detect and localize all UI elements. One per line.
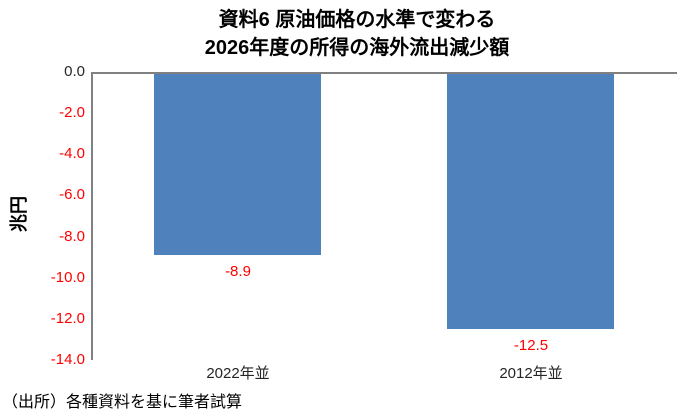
- y-axis-tick-label: -8.0: [59, 227, 85, 245]
- bar-2022年並: [154, 74, 321, 255]
- zero-gridline: [91, 72, 677, 74]
- y-axis-tick-label: -12.0: [50, 309, 85, 327]
- y-axis-tick-label: -14.0: [50, 351, 85, 368]
- chart-title-line2: 2026年度の所得の海外流出減少額: [204, 37, 510, 59]
- source-note: （出所）各種資料を基に筆者試算: [2, 394, 243, 411]
- y-axis-tick-label: -10.0: [50, 268, 85, 286]
- bar-2012年並: [447, 74, 614, 329]
- y-axis-tick-label: 0.0: [64, 63, 85, 80]
- chart-title-line1: 資料6 原油価格の水準で変わる: [218, 9, 496, 31]
- y-axis-line: [91, 72, 93, 360]
- bar-data-label: -8.9: [225, 263, 251, 280]
- bar-data-label: -12.5: [513, 337, 549, 354]
- x-axis-category-label: 2022年並: [206, 365, 270, 382]
- chart-title: 資料6 原油価格の水準で変わる 2026年度の所得の海外流出減少額: [34, 6, 680, 62]
- y-axis-tick-label: -4.0: [59, 145, 85, 163]
- y-axis-tick-label: -6.0: [59, 186, 85, 204]
- x-axis-category-label: 2012年並: [499, 365, 563, 382]
- y-axis-tick-label: -2.0: [59, 104, 85, 122]
